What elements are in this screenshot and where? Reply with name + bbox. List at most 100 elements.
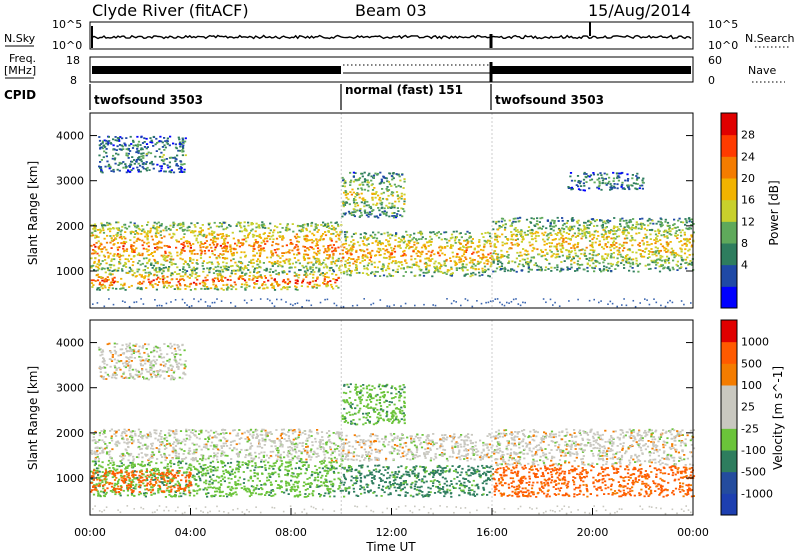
range-cell	[223, 267, 226, 270]
range-cell	[110, 281, 113, 284]
range-cell	[274, 445, 277, 448]
range-cell	[561, 235, 564, 237]
range-cell	[449, 246, 452, 249]
range-cell	[567, 187, 570, 189]
range-cell	[264, 227, 267, 229]
range-cell	[603, 259, 606, 261]
range-cell	[308, 299, 310, 302]
range-cell	[206, 262, 209, 264]
range-cell	[671, 252, 674, 254]
range-cell	[189, 244, 192, 247]
range-cell	[535, 264, 538, 267]
range-cell	[304, 433, 307, 435]
range-cell	[690, 235, 693, 238]
range-cell	[124, 258, 127, 260]
range-cell	[616, 249, 619, 252]
range-cell	[391, 256, 394, 259]
range-cell	[397, 197, 400, 200]
range-cell	[361, 255, 364, 258]
range-cell	[460, 304, 462, 307]
range-cell	[458, 239, 461, 241]
range-cell	[329, 238, 332, 241]
range-cell	[247, 233, 250, 236]
range-cell	[482, 249, 485, 252]
range-cell	[678, 267, 681, 270]
range-cell	[427, 257, 431, 260]
range-cell	[150, 139, 153, 142]
range-cell	[263, 444, 266, 446]
range-cell	[663, 259, 666, 262]
range-cell	[374, 192, 377, 195]
range-cell	[253, 234, 256, 237]
range-cell	[414, 304, 416, 307]
range-cell	[349, 252, 352, 255]
range-cell	[455, 230, 458, 233]
range-cell	[125, 171, 128, 174]
range-cell	[219, 439, 222, 442]
range-cell	[627, 178, 630, 180]
range-cell	[278, 263, 281, 266]
range-cell	[376, 250, 379, 253]
range-cell	[306, 281, 309, 284]
range-cell	[247, 438, 250, 440]
range-cell	[101, 248, 104, 250]
range-cell	[277, 284, 280, 287]
range-cell	[390, 246, 393, 249]
range-cell	[247, 224, 250, 227]
range-cell	[570, 247, 573, 249]
range-cell	[194, 288, 197, 291]
range-cell	[361, 260, 364, 262]
range-cell	[215, 447, 218, 449]
range-cell	[669, 299, 671, 302]
range-cell	[170, 255, 173, 258]
range-cell	[483, 243, 486, 246]
range-cell	[365, 204, 368, 207]
range-cell	[273, 440, 276, 442]
range-cell	[282, 286, 285, 289]
range-cell	[655, 222, 658, 225]
range-cell	[315, 266, 318, 269]
range-cell	[399, 214, 402, 217]
range-cell	[395, 232, 398, 234]
range-cell	[177, 240, 180, 243]
range-cell	[319, 274, 322, 276]
range-cell	[584, 221, 587, 224]
range-cell	[199, 257, 203, 259]
range-cell	[90, 266, 93, 269]
range-cell	[379, 275, 382, 277]
range-cell	[570, 226, 573, 229]
range-cell	[457, 248, 460, 250]
range-cell	[298, 236, 301, 238]
range-cell	[526, 250, 529, 253]
range-cell	[536, 231, 540, 234]
range-cell	[162, 264, 165, 266]
range-cell	[516, 244, 519, 247]
range-cell	[120, 287, 123, 290]
range-cell	[266, 256, 269, 259]
range-cell	[254, 455, 257, 458]
range-cell	[344, 239, 347, 242]
range-cell	[576, 175, 580, 177]
range-cell	[148, 258, 151, 261]
range-cell	[178, 273, 181, 275]
range-cell	[257, 225, 260, 228]
range-cell	[230, 259, 233, 262]
range-cell	[128, 270, 131, 273]
range-cell	[497, 260, 500, 263]
range-cell	[358, 244, 361, 247]
range-cell	[140, 147, 143, 150]
range-cell	[481, 269, 484, 272]
range-cell	[465, 263, 468, 266]
range-cell	[215, 286, 218, 288]
range-cell	[102, 448, 105, 451]
range-cell	[103, 432, 106, 434]
range-cell	[123, 264, 126, 266]
range-cell	[216, 261, 219, 264]
range-cell	[330, 442, 333, 445]
range-cell	[209, 267, 212, 269]
range-cell	[305, 227, 308, 230]
range-cell	[104, 224, 107, 227]
range-cell	[427, 269, 431, 272]
range-cell	[445, 259, 448, 262]
range-cell	[584, 234, 587, 237]
